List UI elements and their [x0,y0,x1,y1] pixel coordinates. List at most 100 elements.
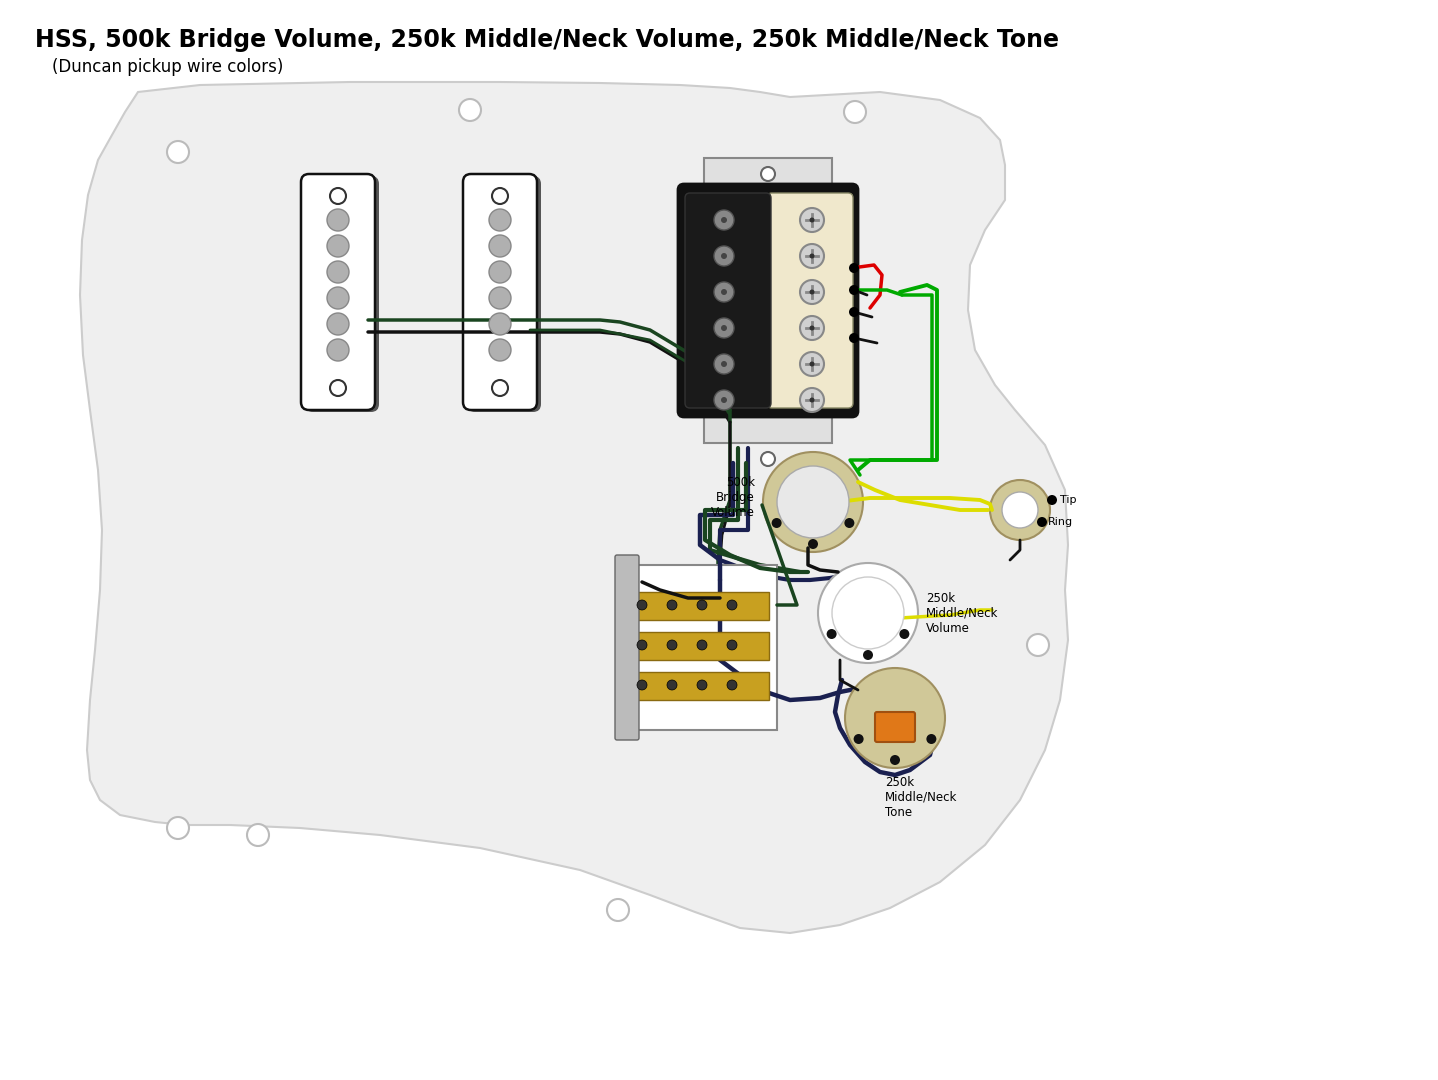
Circle shape [1037,517,1047,527]
Circle shape [637,680,647,690]
Circle shape [777,465,848,538]
Circle shape [764,453,863,552]
Circle shape [833,577,905,649]
Circle shape [720,397,728,403]
FancyBboxPatch shape [705,411,833,443]
Circle shape [810,397,814,403]
Circle shape [1002,492,1038,528]
Circle shape [492,380,508,396]
Text: HSS, 500k Bridge Volume, 250k Middle/Neck Volume, 250k Middle/Neck Tone: HSS, 500k Bridge Volume, 250k Middle/Nec… [35,28,1058,52]
Circle shape [326,287,349,309]
FancyBboxPatch shape [630,672,769,700]
Circle shape [810,325,814,330]
Circle shape [715,390,733,410]
Circle shape [715,354,733,374]
Circle shape [810,362,814,366]
Circle shape [890,755,900,765]
Circle shape [326,313,349,335]
Circle shape [846,669,945,768]
Circle shape [848,307,858,318]
FancyBboxPatch shape [301,174,375,410]
Circle shape [848,285,858,295]
Circle shape [326,339,349,361]
Circle shape [167,141,188,163]
Circle shape [810,254,814,258]
FancyBboxPatch shape [630,632,769,660]
Circle shape [697,640,707,650]
Circle shape [489,210,510,231]
Polygon shape [81,82,1068,933]
Circle shape [899,629,909,639]
Circle shape [607,899,628,921]
Circle shape [800,388,824,411]
Circle shape [818,563,917,663]
Circle shape [489,287,510,309]
Text: (Duncan pickup wire colors): (Duncan pickup wire colors) [52,58,283,76]
Circle shape [800,352,824,376]
Circle shape [489,235,510,257]
Circle shape [489,261,510,283]
Circle shape [329,188,347,204]
Circle shape [728,680,738,690]
Circle shape [761,453,775,465]
Circle shape [637,640,647,650]
Circle shape [728,600,738,610]
Circle shape [800,244,824,268]
Circle shape [667,680,677,690]
Circle shape [667,600,677,610]
Circle shape [844,518,854,528]
Circle shape [492,188,508,204]
Circle shape [489,313,510,335]
Circle shape [459,99,480,121]
Circle shape [720,217,728,222]
Text: 250k
Middle/Neck
Volume: 250k Middle/Neck Volume [926,592,998,634]
FancyBboxPatch shape [677,184,858,417]
Circle shape [326,261,349,283]
Circle shape [854,734,864,744]
Circle shape [720,253,728,259]
Circle shape [848,333,858,343]
Circle shape [637,600,647,610]
Circle shape [863,650,873,660]
Circle shape [844,102,866,123]
Circle shape [772,518,782,528]
Text: 250k
Middle/Neck
Tone: 250k Middle/Neck Tone [884,777,958,819]
FancyBboxPatch shape [615,555,638,740]
Circle shape [1047,495,1057,505]
FancyBboxPatch shape [467,176,541,411]
Circle shape [800,316,824,340]
Circle shape [697,680,707,690]
Circle shape [800,208,824,232]
Circle shape [715,246,733,266]
FancyBboxPatch shape [705,158,833,190]
FancyBboxPatch shape [463,174,536,410]
Circle shape [810,217,814,222]
Text: 500k
Bridge
Volume: 500k Bridge Volume [712,475,755,518]
Circle shape [761,167,775,181]
Circle shape [728,640,738,650]
Circle shape [827,629,837,639]
FancyBboxPatch shape [766,193,853,408]
Circle shape [667,640,677,650]
Text: Tip: Tip [1060,495,1077,505]
FancyBboxPatch shape [874,712,915,742]
Circle shape [720,289,728,295]
Circle shape [989,480,1050,540]
Circle shape [848,264,858,273]
Circle shape [1027,634,1048,656]
Circle shape [247,824,269,846]
Circle shape [326,210,349,231]
Circle shape [326,235,349,257]
Circle shape [720,325,728,330]
Circle shape [810,289,814,295]
Text: Ring: Ring [1048,517,1073,527]
FancyBboxPatch shape [684,193,771,408]
Circle shape [715,210,733,230]
Circle shape [329,380,347,396]
Circle shape [715,282,733,302]
Circle shape [800,280,824,303]
FancyBboxPatch shape [623,565,777,730]
Circle shape [926,734,936,744]
Circle shape [167,816,188,839]
Circle shape [715,318,733,338]
